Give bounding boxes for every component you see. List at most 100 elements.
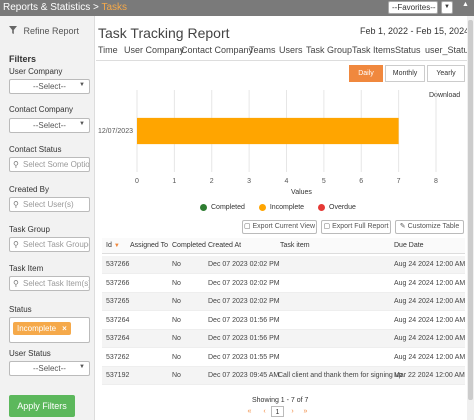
cell-created-at: Dec 07 2023 02:02 PM [208,279,280,287]
legend-item-completed[interactable]: Completed [200,204,245,211]
file-icon: ▢ [243,223,253,230]
table-row[interactable]: 537262 No Dec 07 2023 01:55 PM Aug 24 2024 … [102,349,465,367]
next-page-icon[interactable]: › [291,408,294,415]
chart-bar [137,117,399,145]
cell-completed: No [172,335,181,342]
period-daily-button[interactable]: Daily [349,65,383,82]
download-link[interactable]: Download [429,92,461,99]
tab-user-company[interactable]: User Company [124,45,185,55]
created-by-input[interactable]: ⚲ Select User(s) [9,197,90,212]
cell-created-at: Dec 07 2023 01:56 PM [208,335,280,342]
first-page-icon[interactable]: « [247,408,252,415]
search-icon: ⚲ [13,279,19,288]
status-tags-input[interactable]: Incomplete × [9,317,90,343]
favorites-select[interactable]: --Favorites-- [388,1,438,14]
legend-item-overdue[interactable]: Overdue [318,204,356,211]
table-row[interactable]: 537266 No Dec 07 2023 02:02 PM Aug 24 2024 … [102,275,465,293]
date-range-picker[interactable]: Feb 1, 2022 - Feb 15, 2024 ▼ [360,26,474,36]
sort-desc-icon: ▼ [113,243,120,249]
cell-completed: No [172,279,181,287]
cell-id: 537266 [106,279,130,287]
file-icon: ▢ [323,223,333,230]
user-status-select[interactable]: --Select-- ▼ [9,361,90,376]
table-row[interactable]: 537264 No Dec 07 2023 01:56 PM Aug 24 2024 … [102,312,465,330]
breadcrumb-current: Tasks [101,2,128,13]
contact-company-select[interactable]: --Select-- ▼ [9,118,90,133]
cell-completed: No [172,353,181,361]
customize-table-button[interactable]: ✎ Customize Table [395,220,464,234]
search-icon: ⚲ [13,160,19,169]
filter-label-status: Status [9,305,32,314]
bar-chart: 0 1 2 3 4 5 6 7 8 12/07/2023 Values [98,90,438,196]
cell-due-date: Aug 24 2024 12:00 AM [394,316,466,324]
scrollbar-thumb[interactable] [468,20,473,400]
column-header-id[interactable]: Id ▼ [106,242,120,249]
scroll-up-icon[interactable]: ▲ [462,1,469,8]
x-tick-label: 5 [322,178,326,185]
search-icon: ⚲ [13,240,19,249]
cell-due-date: Aug 24 2024 12:00 AM [394,279,466,287]
tab-time[interactable]: Time [98,45,118,55]
table-row[interactable]: 537265 No Dec 07 2023 02:02 PM Aug 24 2024 … [102,293,465,311]
export-full-report-button[interactable]: ▢ Export Full Report [321,220,391,234]
period-monthly-button[interactable]: Monthly [385,65,425,82]
legend-dot [200,204,207,211]
pagination-summary: Showing 1 - 7 of 7 [252,397,309,404]
breadcrumb-parent[interactable]: Reports & Statistics > [3,2,99,13]
search-icon: ⚲ [13,200,19,209]
tab-teams[interactable]: Teams [249,45,276,55]
cell-due-date: Aug 24 2024 12:00 AM [394,353,466,361]
x-tick-label: 2 [210,178,214,185]
status-tag: Incomplete × [13,322,71,335]
filter-label-contact-company: Contact Company [9,105,74,114]
chart-legend: Completed Incomplete Overdue [200,204,368,211]
tab-user-status[interactable]: user_Status [425,45,474,55]
filter-icon [9,26,20,36]
tab-task-group[interactable]: Task Group [306,45,353,55]
filter-label-task-item: Task Item [9,264,44,273]
last-page-icon[interactable]: » [303,408,308,415]
tabs-divider [96,60,468,61]
period-yearly-button[interactable]: Yearly [427,65,465,82]
column-header-created-at[interactable]: Created At [208,242,242,249]
filter-label-contact-status: Contact Status [9,145,62,154]
breadcrumb: Reports & Statistics > Tasks [3,2,127,13]
legend-dot [318,204,326,211]
cell-completed: No [172,316,181,324]
x-tick-label: 7 [397,178,401,185]
contact-status-input[interactable]: ⚲Select Some Options [9,157,90,172]
column-header-task-item[interactable]: Task item [280,242,310,249]
remove-tag-icon[interactable]: × [62,324,67,333]
table-row[interactable]: 537264 No Dec 07 2023 01:56 PM Aug 24 2024 … [102,330,465,348]
tab-users[interactable]: Users [279,45,303,55]
user-company-select[interactable]: --Select-- ▼ [9,79,90,94]
export-current-view-button[interactable]: ▢ Export Current View [242,220,317,234]
cell-id: 537264 [106,316,130,324]
table-header: Id ▼ Assigned To Completed Created At Tas… [102,238,465,254]
cell-id: 537264 [106,335,130,342]
legend-item-incomplete[interactable]: Incomplete [258,204,304,211]
favorites-dropdown-button[interactable]: ▼ [441,1,453,14]
table-row[interactable]: 537192 No Dec 07 2023 09:45 AM Call client … [102,367,465,385]
refine-report-header[interactable]: Refine Report [9,26,79,36]
apply-filters-button[interactable]: Apply Filters [9,395,75,417]
cell-created-at: Dec 07 2023 01:56 PM [208,316,280,324]
column-header-completed[interactable]: Completed [172,242,206,249]
cell-task-item: Call client and thank them for signing u… [278,372,403,379]
top-bar: Reports & Statistics > Tasks --Favorites… [0,0,474,16]
task-item-input[interactable]: ⚲ Select Task Item(s) [9,276,90,291]
cell-due-date: Aug 24 2024 12:00 AM [394,335,466,342]
prev-page-icon[interactable]: ‹ [263,408,266,415]
x-tick-label: 8 [434,178,438,185]
table-row[interactable]: 537266 No Dec 07 2023 02:02 PM Aug 24 2024 … [102,256,465,274]
column-header-due-date[interactable]: Due Date [394,242,424,249]
column-header-assigned-to[interactable]: Assigned To [130,242,169,249]
task-group-input[interactable]: ⚲Select Task Group(s) [9,237,90,252]
filter-label-created-by: Created By [9,185,50,194]
chevron-down-icon: ▼ [79,82,85,88]
tab-status[interactable]: Status [395,45,421,55]
tab-contact-company[interactable]: Contact Company [181,45,254,55]
pencil-icon: ✎ [399,223,408,230]
page-number-button[interactable]: 1 [271,406,284,417]
tab-task-items[interactable]: Task Items [352,45,396,55]
